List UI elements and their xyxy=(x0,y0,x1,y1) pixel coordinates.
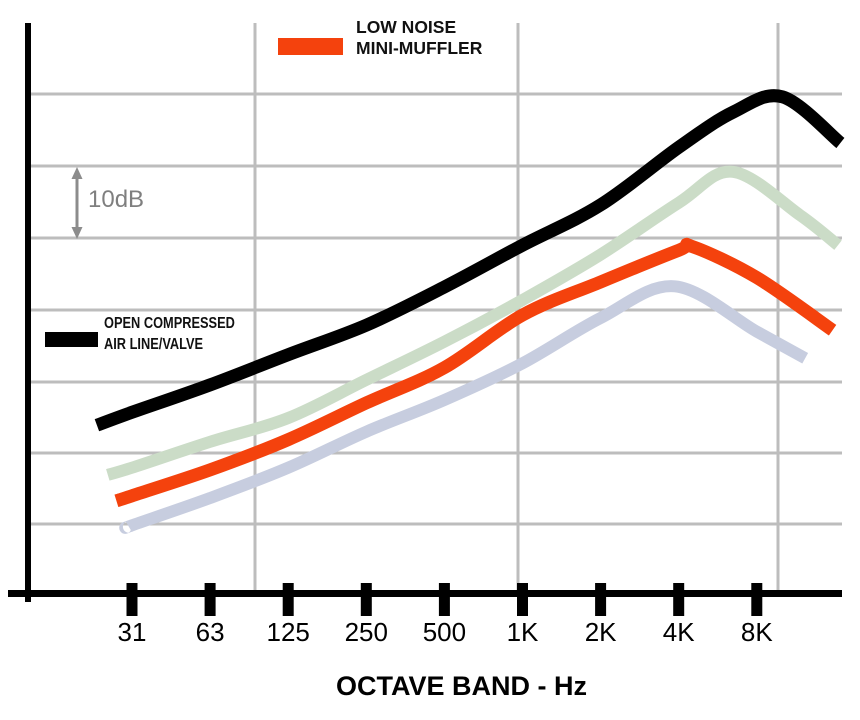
legend-mini-muffler-label: LOW NOISE MINI-MUFFLER xyxy=(356,17,482,59)
arrow-head-up xyxy=(71,167,83,179)
series-curve-muffler xyxy=(114,237,837,508)
x-tick-marks xyxy=(126,583,763,616)
x-axis-title: OCTAVE BAND - Hz xyxy=(336,671,587,701)
x-tick xyxy=(517,583,528,616)
x-tick xyxy=(282,583,294,616)
x-tick xyxy=(438,583,450,616)
legend-line: AIR LINE/VALVE xyxy=(104,336,204,353)
x-tick-label: 31 xyxy=(117,617,147,647)
x-tick-label: 250 xyxy=(344,617,388,647)
legend-line: LOW NOISE xyxy=(356,17,457,37)
legend-swatch-orange xyxy=(278,38,343,55)
series-curve-open_air xyxy=(94,89,845,432)
x-tick xyxy=(673,583,685,616)
x-tick xyxy=(595,583,607,616)
x-tick-label: 1K xyxy=(506,617,539,647)
x-tick xyxy=(751,583,763,616)
x-tick xyxy=(360,583,372,616)
x-tick-label: 125 xyxy=(266,617,310,647)
series-curve-pale_lavender xyxy=(119,280,809,534)
series-curve-pale_green xyxy=(106,165,842,481)
axes xyxy=(8,23,842,602)
legend-line: OPEN COMPRESSED xyxy=(104,315,235,332)
db-scale-arrow xyxy=(71,167,83,239)
y-axis xyxy=(25,23,31,602)
x-tick-label: 4K xyxy=(662,617,695,647)
arrow-head-down xyxy=(71,227,83,239)
x-tick-label: 8K xyxy=(740,617,773,647)
legend-swatch-black xyxy=(45,332,98,347)
x-tick xyxy=(204,583,216,616)
legend-open-air-line: OPEN COMPRESSED AIR LINE/VALVE xyxy=(45,313,268,355)
x-axis xyxy=(8,590,842,597)
legend-open-air-line-label: OPEN COMPRESSED AIR LINE/VALVE xyxy=(104,313,235,355)
x-tick xyxy=(126,583,138,616)
series-curves xyxy=(94,89,845,534)
x-tick-label: 2K xyxy=(584,617,617,647)
x-tick-label: 500 xyxy=(422,617,467,647)
x-tick-label: 63 xyxy=(195,617,225,647)
legend-line: MINI-MUFFLER xyxy=(356,38,483,58)
db-scale-label: 10dB xyxy=(88,186,145,213)
legend-mini-muffler: LOW NOISE MINI-MUFFLER xyxy=(278,17,482,59)
